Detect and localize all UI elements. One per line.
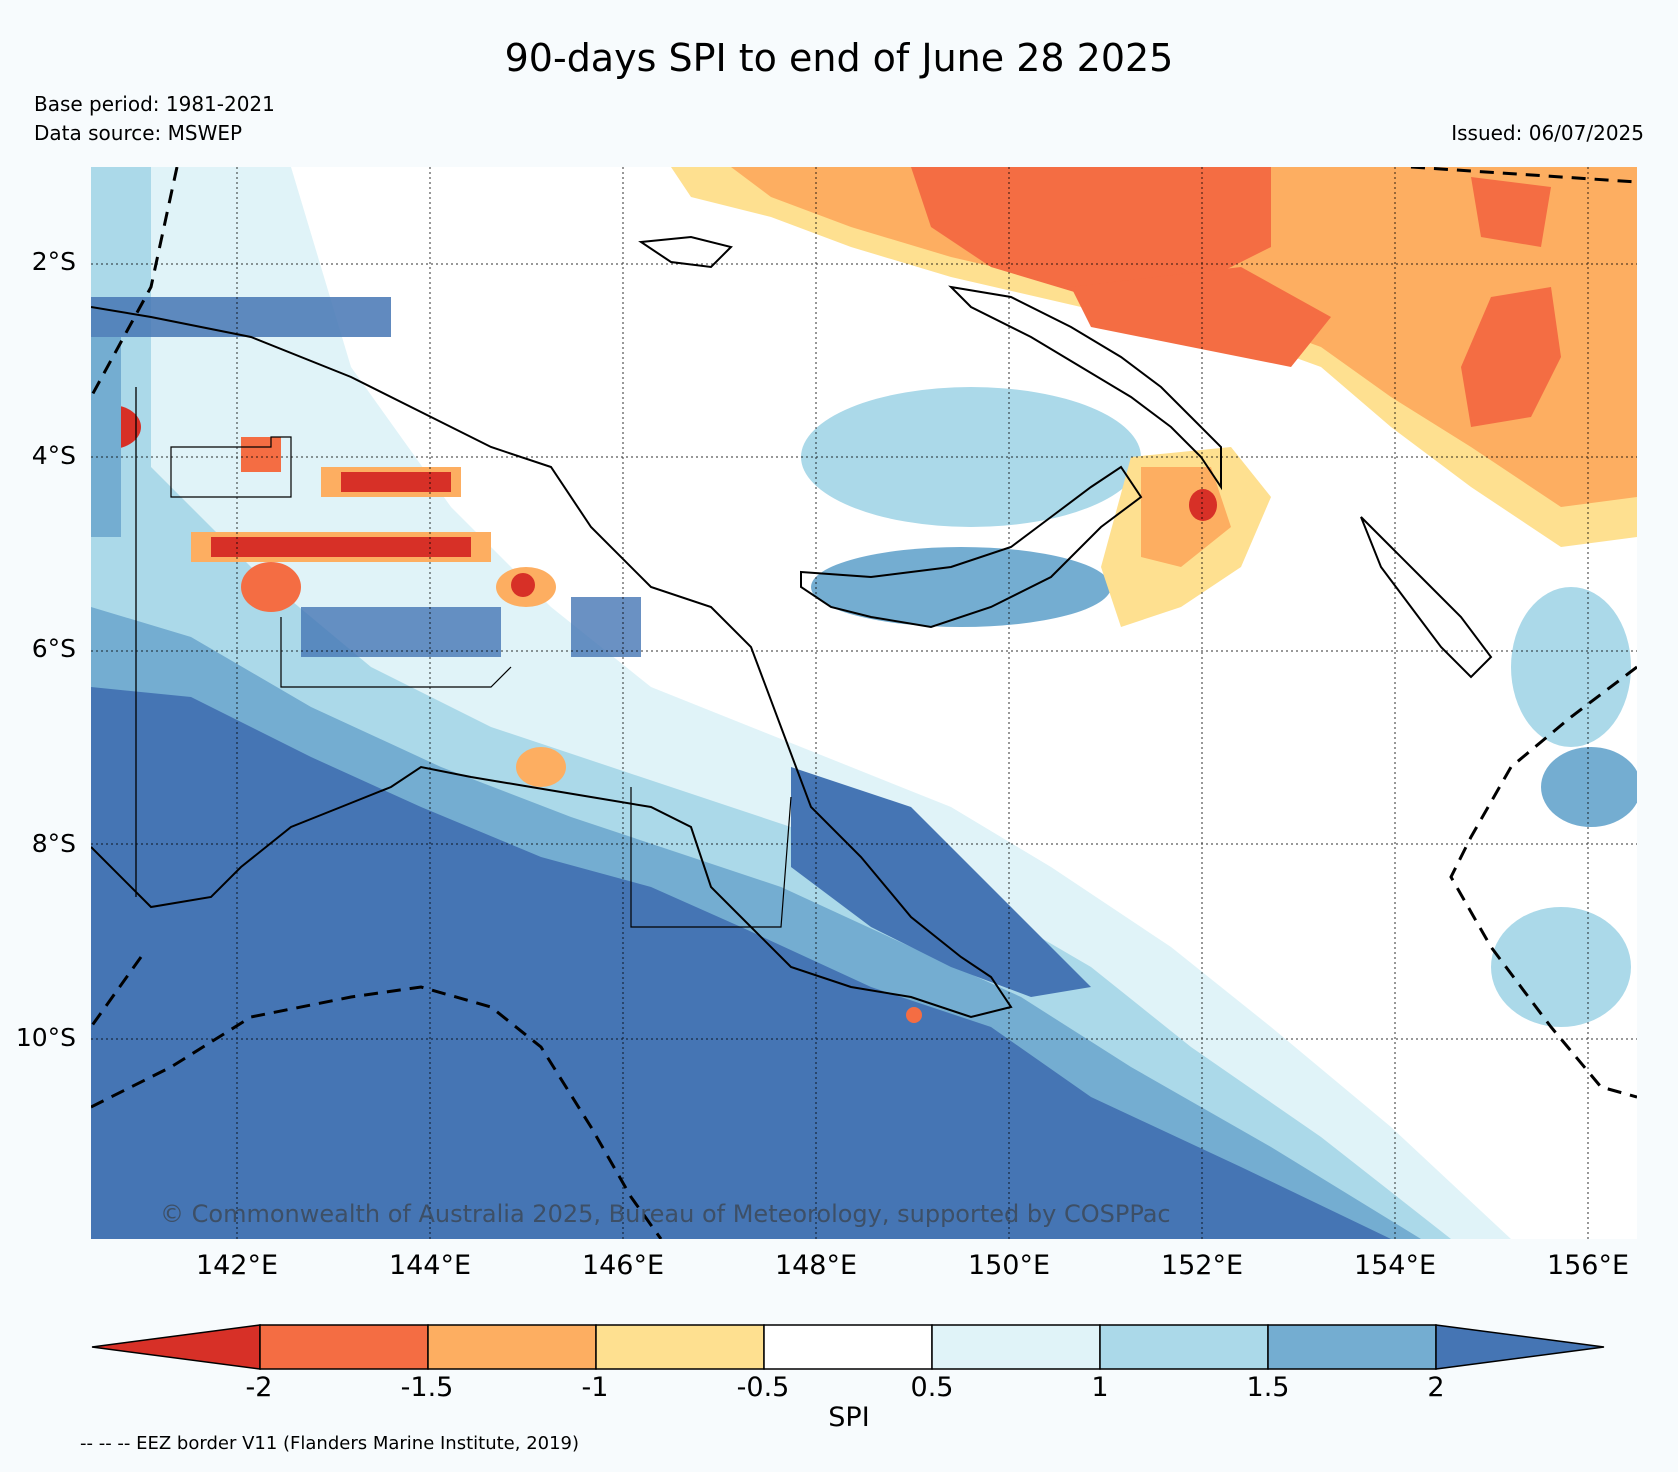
lon-label-150e: 150°E	[967, 1250, 1051, 1281]
colorbar-segment	[595, 1324, 765, 1370]
lon-label-144e: 144°E	[388, 1250, 472, 1281]
lon-label-148e: 148°E	[774, 1250, 858, 1281]
lat-label-6s: 6°S	[31, 634, 76, 663]
base-period: Base period: 1981-2021	[34, 92, 275, 116]
colorbar-arrow-high	[1435, 1324, 1605, 1370]
eez-border-note: -- -- -- EEZ border V11 (Flanders Marine…	[80, 1433, 580, 1454]
lon-label-154e: 154°E	[1353, 1250, 1437, 1281]
data-source: Data source: MSWEP	[34, 121, 243, 145]
lat-label-4s: 4°S	[31, 441, 76, 470]
lon-label-156e: 156°E	[1546, 1250, 1630, 1281]
spi-map	[91, 167, 1637, 1239]
colorbar-tick: 1	[1091, 1372, 1109, 1403]
spi-map-canvas	[91, 167, 1637, 1239]
lon-label-142e: 142°E	[195, 1250, 279, 1281]
copyright-notice: © Commonwealth of Australia 2025, Bureau…	[160, 1200, 1171, 1228]
colorbar-segment	[427, 1324, 597, 1370]
colorbar-segment	[931, 1324, 1101, 1370]
colorbar-segment	[1267, 1324, 1437, 1370]
lon-label-146e: 146°E	[581, 1250, 665, 1281]
lon-label-152e: 152°E	[1160, 1250, 1244, 1281]
colorbar-tick: -1	[581, 1372, 609, 1403]
colorbar-segment	[763, 1324, 933, 1370]
lat-label-10s: 10°S	[15, 1023, 76, 1052]
colorbar-tick: 2	[1427, 1372, 1445, 1403]
colorbar-tick: 1.5	[1246, 1372, 1290, 1403]
colorbar-segment	[1099, 1324, 1269, 1370]
colorbar-arrow-low	[91, 1324, 261, 1370]
colorbar-tick: -0.5	[736, 1372, 790, 1403]
lat-label-8s: 8°S	[31, 829, 76, 858]
colorbar-title: SPI	[828, 1402, 870, 1433]
colorbar-tick: -2	[245, 1372, 273, 1403]
colorbar-tick: -1.5	[400, 1372, 454, 1403]
map-title: 90-days SPI to end of June 28 2025	[504, 36, 1174, 80]
colorbar-tick: 0.5	[910, 1372, 954, 1403]
issued-date: Issued: 06/07/2025	[1451, 121, 1644, 145]
colorbar-segment	[259, 1324, 429, 1370]
lat-label-2s: 2°S	[31, 247, 76, 276]
